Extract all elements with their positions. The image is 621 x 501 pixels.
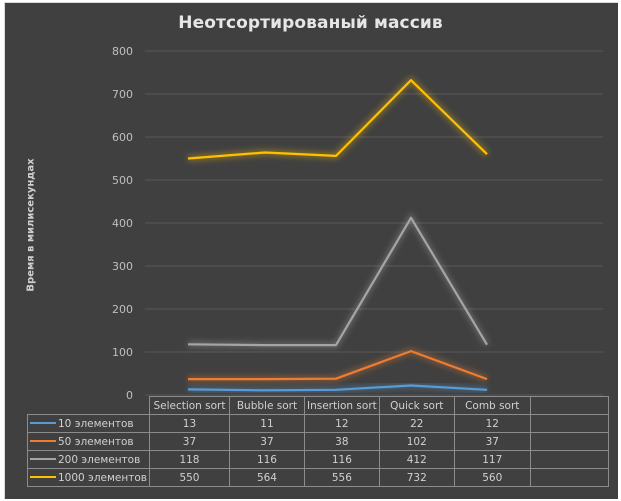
empty-cell [529, 468, 609, 487]
table-header-row: Selection sort Bubble sort Insertion sort Q… [27, 396, 609, 415]
table-cell: 116 [228, 450, 305, 469]
series-lines [187, 75, 490, 394]
empty-cell [529, 414, 609, 433]
legend-label: 50 элементов [58, 435, 134, 448]
y-tick-label: 100 [112, 346, 133, 359]
gridlines [145, 50, 603, 396]
table-cell: 116 [303, 450, 380, 469]
empty-cell [529, 432, 609, 451]
legend-entry: 50 элементов [27, 432, 150, 451]
legend-swatch-icon [30, 421, 56, 424]
legend-entry: 10 элементов [27, 414, 150, 433]
data-table: Selection sort Bubble sort Insertion sort Q… [27, 396, 609, 487]
table-cell: 732 [378, 468, 455, 487]
chart-title: Неотсортированый массив [178, 13, 443, 33]
y-tick-label: 300 [112, 260, 133, 273]
legend-label: 1000 элементов [58, 471, 147, 484]
y-tick-label: 800 [112, 45, 133, 58]
empty-column [529, 396, 609, 415]
category-header: Selection sort [148, 396, 230, 415]
table-cell: 556 [303, 468, 380, 487]
series-line [187, 384, 488, 392]
table-cell: 11 [228, 414, 305, 433]
y-axis-ticks: 0 100 200 300 400 500 600 700 800 [112, 45, 133, 402]
category-header: Comb sort [453, 396, 531, 415]
y-tick-label: 600 [112, 131, 133, 144]
table-cell: 22 [378, 414, 455, 433]
series-line [187, 79, 488, 160]
legend-label: 10 элементов [58, 417, 134, 430]
category-header: Bubble sort [228, 396, 305, 415]
table-row: 10 элементов 13 11 12 22 12 [27, 414, 609, 433]
series-line [188, 350, 488, 381]
legend-swatch-icon [30, 457, 56, 460]
y-tick-label: 700 [112, 88, 133, 101]
table-cell: 38 [303, 432, 380, 451]
series-glow [187, 75, 490, 162]
table-cell: 118 [148, 450, 230, 469]
table-corner [27, 396, 150, 415]
table-cell: 12 [303, 414, 380, 433]
legend-entry: 200 элементов [27, 450, 150, 469]
y-tick-label: 500 [112, 174, 133, 187]
table-cell: 12 [453, 414, 531, 433]
y-tick-label: 400 [112, 217, 133, 230]
table-row: 1000 элементов 550 564 556 732 560 [27, 468, 609, 487]
table-cell: 13 [148, 414, 230, 433]
table-row: 200 элементов 118 116 116 412 117 [27, 450, 609, 469]
table-cell: 102 [378, 432, 455, 451]
table-cell: 117 [453, 450, 531, 469]
table-cell: 564 [228, 468, 305, 487]
legend-label: 200 элементов [58, 453, 141, 466]
table-cell: 37 [228, 432, 305, 451]
table-cell: 37 [453, 432, 531, 451]
y-tick-label: 0 [126, 389, 133, 402]
series-glow [187, 211, 490, 349]
table-row: 50 элементов 37 37 38 102 37 [27, 432, 609, 451]
table-cell: 412 [378, 450, 455, 469]
y-tick-label: 200 [112, 303, 133, 316]
category-header: Insertion sort [303, 396, 380, 415]
legend-entry: 1000 элементов [27, 468, 150, 487]
series-line [187, 216, 488, 347]
table-cell: 550 [148, 468, 230, 487]
category-header: Quick sort [378, 396, 455, 415]
table-cell: 37 [148, 432, 230, 451]
table-cell: 560 [453, 468, 531, 487]
legend-swatch-icon [30, 439, 56, 442]
empty-cell [529, 450, 609, 469]
legend-swatch-icon [30, 475, 56, 478]
series-glow [188, 347, 489, 383]
